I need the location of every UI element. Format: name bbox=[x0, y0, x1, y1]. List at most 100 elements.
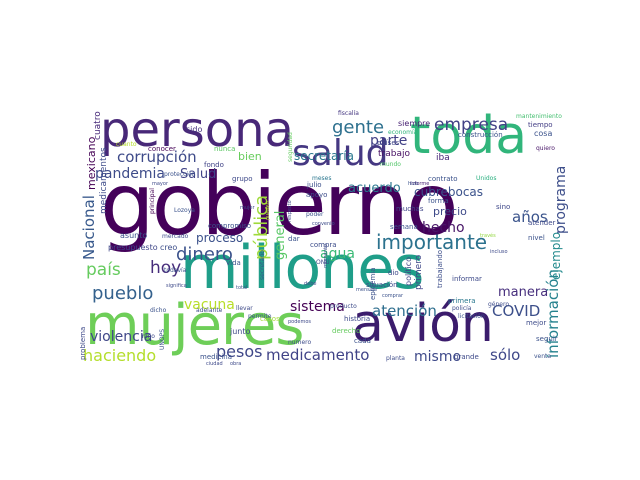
word-quiero: quiero bbox=[536, 145, 555, 152]
word-politico: político bbox=[404, 256, 413, 286]
word-informacion: información bbox=[544, 269, 562, 358]
word-atencion: atención bbox=[372, 302, 437, 320]
word-llevar: llevar bbox=[236, 305, 253, 312]
word-acuerdo: acuerdo bbox=[348, 181, 401, 196]
word-tiempo: tiempo bbox=[528, 121, 553, 129]
word-significa: significa bbox=[166, 283, 187, 289]
word-covid: COVID bbox=[492, 302, 541, 320]
word-cloud: gobierno millones mujeres avión persona … bbox=[80, 110, 574, 372]
word-precio: precio bbox=[433, 205, 467, 218]
word-producto: producto bbox=[330, 303, 357, 310]
word-salud: salud bbox=[292, 133, 389, 174]
word-anos: años bbox=[512, 208, 548, 226]
word-seguridad: seguridad bbox=[287, 132, 294, 162]
word-dicho: dicho bbox=[150, 307, 167, 314]
word-onu: ONU bbox=[316, 259, 330, 266]
word-apoyo: apoyo bbox=[306, 191, 328, 199]
word-mujer: mujer bbox=[240, 205, 255, 211]
word-planta: planta bbox=[386, 355, 405, 362]
word-casos: casos bbox=[260, 315, 280, 323]
word-pueblo: pueblo bbox=[92, 283, 154, 304]
word-grupo: grupo bbox=[232, 175, 253, 183]
word-mexicano: mexicano bbox=[85, 136, 98, 190]
word-vida: vida bbox=[226, 259, 241, 267]
word-ciudad: ciudad bbox=[206, 361, 223, 367]
word-sido: sido bbox=[186, 125, 203, 134]
word-pandemia: pandemia bbox=[95, 166, 165, 182]
word-mayor: mayor bbox=[152, 181, 169, 187]
word-contrato: contrato bbox=[428, 175, 458, 183]
word-iba: iba bbox=[436, 153, 450, 163]
word-forma: forma bbox=[428, 197, 449, 205]
word-permite: permite bbox=[248, 313, 272, 320]
word-salud-2: Salud bbox=[180, 167, 217, 182]
word-hizo: hizo bbox=[408, 181, 419, 187]
word-violencia: violencia bbox=[90, 329, 153, 345]
word-secretario: secretario bbox=[259, 250, 266, 280]
word-construccion: construcción bbox=[458, 131, 503, 139]
word-pais: país bbox=[86, 260, 121, 280]
word-gobierno: gobierno bbox=[100, 155, 459, 255]
word-importante: importante bbox=[376, 230, 488, 254]
word-poder: poder bbox=[306, 211, 324, 218]
word-unops: UNOPS bbox=[159, 328, 166, 350]
word-cada: cada bbox=[354, 337, 371, 345]
word-empresa: empresa bbox=[434, 115, 509, 135]
word-general: general bbox=[273, 210, 288, 260]
word-trabajo: trabajo bbox=[378, 149, 410, 159]
word-venta: venta bbox=[534, 353, 552, 360]
word-medicamentos: medicamentos bbox=[99, 147, 109, 214]
word-fondo: fondo bbox=[204, 161, 224, 169]
word-mujeres: mujeres bbox=[85, 293, 304, 358]
word-pesos: pesos bbox=[216, 342, 263, 361]
word-proceso: proceso bbox=[196, 231, 244, 245]
word-incluso: incluso bbox=[490, 249, 508, 255]
word-fiscalia: fiscalía bbox=[338, 110, 359, 117]
word-toda: toda bbox=[410, 110, 528, 166]
word-conocer: conocer bbox=[148, 145, 176, 153]
word-medicina: medicina bbox=[200, 353, 233, 361]
word-hecho: hecho bbox=[422, 220, 465, 236]
word-problema: problema bbox=[80, 326, 87, 360]
word-medicamento: medicamento bbox=[266, 346, 370, 364]
word-economia: economía bbox=[388, 129, 418, 136]
word-traves: través bbox=[480, 233, 496, 239]
word-sistema: sistema bbox=[290, 299, 345, 315]
word-dar: dar bbox=[288, 235, 300, 243]
word-mensaje: mensaje bbox=[356, 287, 378, 293]
word-persona: persona bbox=[100, 110, 294, 158]
word-primero: primero bbox=[414, 254, 424, 290]
word-hoy: hoy bbox=[150, 258, 182, 278]
word-programa: programa bbox=[553, 165, 569, 234]
word-meses: meses bbox=[312, 175, 332, 182]
word-asunto: asunto bbox=[120, 231, 148, 240]
word-cubrebocas: cubrebocas bbox=[414, 185, 484, 199]
word-lozoya: Lozoya bbox=[174, 207, 195, 214]
word-creo: creo bbox=[160, 243, 178, 252]
word-seguir: seguir bbox=[536, 335, 558, 343]
word-dinero: dinero bbox=[176, 244, 233, 265]
word-obra: obra bbox=[230, 361, 242, 367]
word-todavia: todavía bbox=[164, 267, 187, 274]
word-junto: junto bbox=[230, 327, 251, 336]
word-total: total bbox=[236, 285, 248, 291]
word-haciendo: haciendo bbox=[83, 346, 157, 365]
word-vacuna: vacuna bbox=[184, 297, 235, 313]
word-siempre: siempre bbox=[398, 119, 431, 128]
word-ejemplo: ejemplo bbox=[549, 231, 563, 280]
word-mismo: mismo bbox=[414, 349, 462, 365]
word-primera: primera bbox=[448, 297, 476, 305]
word-licitacion: licitación bbox=[458, 313, 485, 320]
word-mejor: mejor bbox=[526, 319, 547, 327]
word-manera: manera bbox=[498, 285, 549, 300]
word-policia: policía bbox=[452, 305, 472, 312]
word-historia: historia bbox=[344, 315, 371, 323]
word-millones: millones bbox=[180, 233, 424, 303]
word-grande: grande bbox=[454, 353, 479, 361]
word-compromiso: compromiso bbox=[208, 222, 252, 230]
word-julio: julio bbox=[307, 181, 322, 189]
word-situacion: situación bbox=[366, 281, 398, 289]
word-nacional: Nacional bbox=[80, 195, 98, 260]
word-unidos: Unidos bbox=[476, 175, 497, 182]
word-genero: género bbox=[488, 301, 509, 308]
